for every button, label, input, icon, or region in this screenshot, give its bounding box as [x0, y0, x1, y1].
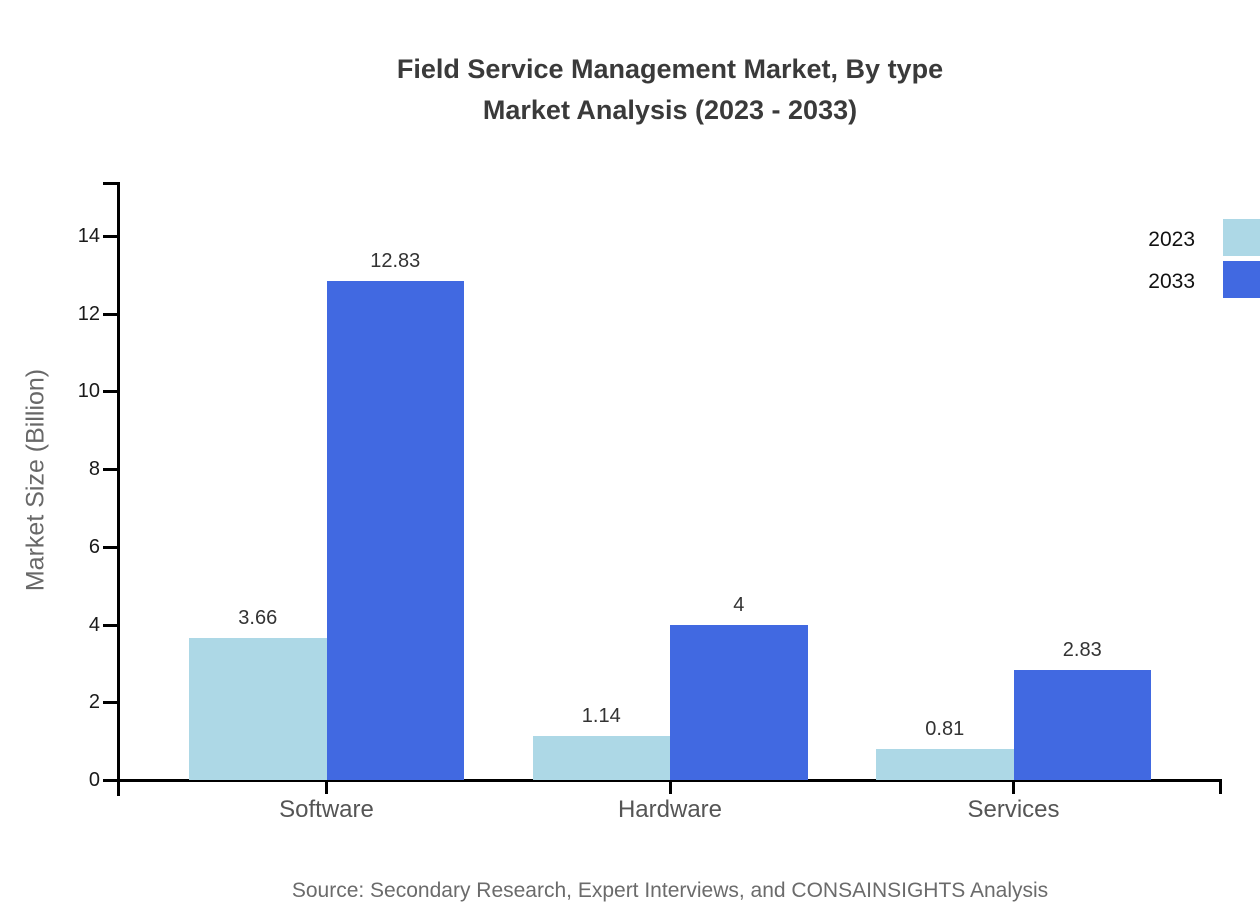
bar-value-2023-software: 3.66	[238, 607, 278, 629]
bar-2023-hardware	[532, 736, 670, 780]
y-tick	[103, 779, 120, 782]
legend-label-2033: 2033	[1148, 270, 1195, 293]
x-axis-line	[103, 779, 1222, 782]
bar-value-2033-hardware: 4	[733, 594, 745, 616]
y-tick	[103, 623, 120, 627]
bar-value-2023-hardware: 1.14	[581, 705, 621, 727]
legend-label-2023: 2023	[1148, 228, 1195, 251]
y-tick-label: 14	[77, 225, 100, 247]
bar-2023-software	[189, 638, 327, 780]
y-axis-line	[117, 182, 120, 796]
y-tick	[103, 468, 120, 472]
y-tick-label: 10	[77, 380, 100, 403]
y-tick-label: 8	[88, 458, 100, 481]
y-tick	[103, 312, 120, 316]
y-tick-label: 4	[88, 613, 100, 636]
x-tick	[325, 779, 328, 794]
y-tick-label: 0	[88, 769, 100, 791]
y-tick-label: 2	[88, 691, 100, 714]
y-tick-label: 6	[88, 535, 100, 558]
bar-value-2023-services: 0.81	[925, 718, 965, 740]
bar-2033-software	[326, 281, 464, 780]
y-tick	[103, 390, 120, 394]
y-tick	[103, 701, 120, 705]
bar-2023-services	[876, 749, 1014, 780]
chart-title-line2: Market Analysis (2023 - 2033)	[482, 95, 858, 125]
x-tick	[1012, 779, 1015, 794]
category-label-software: Software	[279, 796, 374, 823]
bar-value-2033-software: 12.83	[370, 250, 421, 272]
x-tick	[668, 779, 672, 794]
y-tick-label: 12	[77, 302, 100, 325]
chart-title-line1: Field Service Management Market, By type	[396, 54, 944, 84]
y-axis-end-cap	[103, 182, 120, 185]
source-note: Source: Secondary Research, Expert Inter…	[291, 879, 1049, 902]
x-axis-end-cap	[1219, 779, 1222, 794]
bar-2033-services	[1013, 670, 1151, 780]
chart-title: Field Service Management Market, By type…	[118, 49, 1222, 131]
bar-value-2033-services: 2.83	[1062, 639, 1102, 661]
category-label-hardware: Hardware	[617, 796, 723, 823]
y-tick	[103, 545, 120, 549]
category-label-services: Services	[967, 796, 1060, 823]
legend-swatch-2023	[1223, 219, 1260, 256]
bar-2033-hardware	[670, 625, 808, 780]
legend-swatch-2033	[1223, 261, 1260, 298]
y-tick	[103, 235, 120, 238]
